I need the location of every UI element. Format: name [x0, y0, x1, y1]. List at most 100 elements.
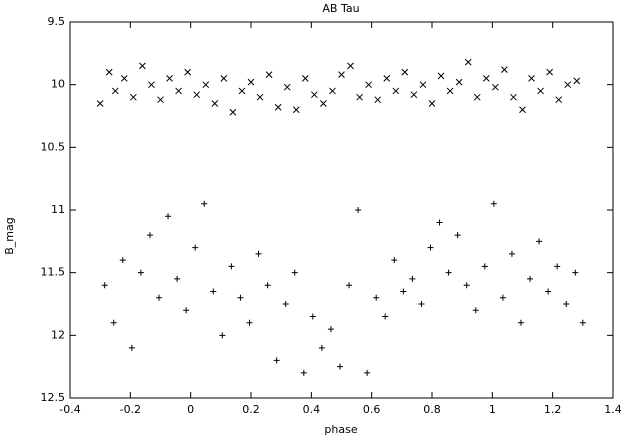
data-point	[491, 83, 499, 91]
y-tick-label: 11	[51, 203, 65, 216]
data-point	[545, 288, 552, 295]
data-point	[346, 282, 353, 289]
data-point	[220, 75, 228, 82]
data-point	[193, 91, 201, 99]
data-point	[338, 71, 345, 78]
data-point	[347, 62, 354, 70]
x-tick-label: -0.2	[120, 403, 141, 416]
data-point	[301, 75, 309, 82]
data-point	[273, 357, 280, 364]
data-point	[202, 81, 210, 89]
data-point	[364, 369, 371, 376]
data-point	[119, 257, 126, 264]
data-point	[255, 250, 262, 257]
data-point	[292, 106, 300, 114]
chart-title: AB Tau	[322, 2, 359, 15]
data-point	[256, 93, 264, 101]
data-point	[165, 213, 172, 220]
data-point	[419, 81, 427, 89]
data-point	[528, 75, 535, 82]
data-point	[508, 250, 515, 257]
data-point	[110, 319, 117, 326]
data-point	[219, 332, 226, 339]
data-point	[211, 100, 219, 107]
data-point	[572, 269, 579, 276]
y-tick-label: 9.5	[48, 15, 66, 28]
data-point	[183, 307, 190, 314]
data-point	[274, 103, 282, 111]
data-point	[120, 75, 128, 82]
data-point	[537, 87, 544, 95]
data-point	[201, 200, 208, 207]
data-point	[410, 91, 418, 99]
data-point	[356, 93, 363, 101]
data-point	[472, 307, 479, 314]
data-point	[320, 100, 327, 107]
data-point	[573, 77, 581, 85]
data-point	[536, 238, 543, 245]
x-tick-label: 0	[187, 403, 194, 416]
data-point	[291, 269, 298, 276]
data-point	[455, 78, 463, 86]
data-point	[519, 106, 526, 114]
y-tick-label: 10.5	[41, 140, 66, 153]
data-point	[501, 66, 508, 73]
data-point	[355, 207, 362, 213]
data-point	[96, 100, 104, 107]
data-point	[382, 313, 389, 320]
data-point	[527, 275, 534, 282]
data-point	[246, 319, 253, 326]
data-point	[428, 100, 436, 107]
data-point	[166, 75, 173, 82]
x-tick-label: -0.4	[59, 403, 80, 416]
data-point	[510, 93, 517, 101]
x-tick-label: 1.4	[604, 403, 622, 416]
x-axis-label: phase	[324, 423, 357, 436]
data-point	[454, 232, 461, 239]
data-point	[383, 75, 391, 82]
y-tick-label: 12	[51, 328, 65, 341]
data-point	[310, 91, 318, 99]
data-point	[464, 58, 472, 66]
y-axis-label: B_mag	[3, 217, 16, 255]
data-point	[499, 294, 506, 301]
data-point	[157, 96, 164, 104]
data-point	[409, 275, 416, 282]
data-point	[229, 108, 237, 116]
data-point	[336, 363, 343, 370]
data-point	[174, 275, 181, 282]
data-point	[490, 200, 497, 207]
data-point	[579, 319, 586, 326]
data-point	[210, 288, 217, 295]
data-point	[111, 87, 119, 95]
data-point	[318, 344, 325, 351]
x-tick-label: 0.2	[242, 403, 260, 416]
data-point	[391, 257, 398, 264]
data-point	[105, 68, 113, 76]
x-tick-label: 0.4	[303, 403, 321, 416]
y-tick-label: 10	[51, 78, 65, 91]
data-point	[265, 71, 273, 78]
data-point	[139, 62, 146, 70]
data-point	[401, 68, 409, 76]
data-point	[228, 263, 235, 270]
data-point	[148, 81, 155, 89]
data-point	[128, 344, 135, 351]
data-point	[563, 301, 570, 307]
data-point	[517, 319, 524, 326]
data-point	[555, 96, 563, 104]
data-point	[564, 81, 572, 89]
data-point	[283, 83, 291, 91]
data-point	[237, 294, 244, 301]
data-point	[264, 282, 271, 289]
data-point	[436, 219, 443, 226]
x-tick-label: 1.2	[544, 403, 562, 416]
x-tick-label: 1	[489, 403, 496, 416]
data-point	[137, 269, 144, 276]
x-tick-label: 0.8	[423, 403, 441, 416]
data-point	[374, 96, 382, 104]
data-point	[365, 81, 373, 89]
data-point	[101, 282, 108, 289]
data-point	[446, 87, 454, 95]
